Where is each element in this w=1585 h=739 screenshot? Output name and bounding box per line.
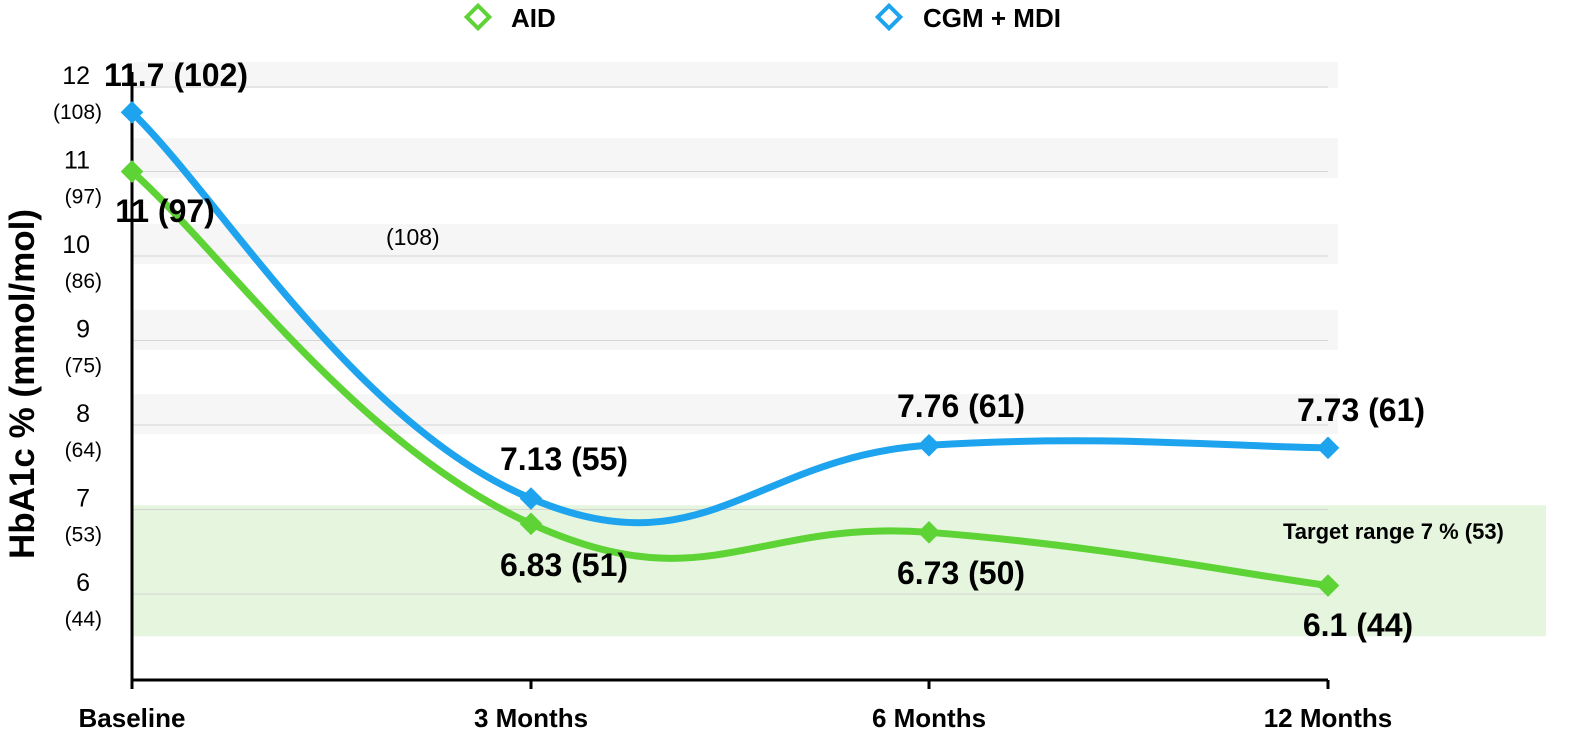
series-line-cgm-mdi xyxy=(128,108,1332,527)
y-tick-sublabel: (64) xyxy=(65,439,102,462)
x-tick-label-6-months: 6 Months xyxy=(872,703,986,733)
x-tick-label-3-months: 3 Months xyxy=(474,703,588,733)
y-tick-label: 7 xyxy=(76,485,90,513)
stray-annotation: (108) xyxy=(386,224,440,250)
legend-label-cgm-mdi: CGM + MDI xyxy=(923,3,1061,33)
y-tick-label: 10 xyxy=(62,231,90,259)
y-tick-label: 9 xyxy=(76,316,90,344)
y-tick-label: 6 xyxy=(76,569,90,597)
bg-stripe xyxy=(132,224,1338,264)
y-tick-sublabel: (108) xyxy=(53,101,102,124)
plot-background xyxy=(132,62,1338,434)
target-band-rect xyxy=(132,505,1546,637)
y-tick-sublabel: (97) xyxy=(65,186,102,209)
legend-marker-aid xyxy=(463,2,493,32)
y-tick-label: 8 xyxy=(76,400,90,428)
data-label-cgm-mdi-3-months: 7.13 (55) xyxy=(500,441,628,477)
y-tick-sublabel: (44) xyxy=(65,608,102,631)
point-cgm-mdi-baseline xyxy=(120,101,144,124)
legend: AID CGM + MDI xyxy=(463,2,1061,33)
point-aid-12-months xyxy=(1316,574,1340,597)
legend-marker-cgm-mdi xyxy=(874,2,904,32)
y-tick-label: 12 xyxy=(62,62,90,90)
target-range-label: Target range 7 % (53) xyxy=(1283,519,1504,544)
data-label-cgm-mdi-baseline: 11.7 (102) xyxy=(104,57,248,93)
series-line-aid xyxy=(128,168,1332,590)
data-label-aid-3-months: 6.83 (51) xyxy=(500,547,628,583)
point-aid-6-months xyxy=(917,521,941,544)
data-label-cgm-mdi-6-months: 7.76 (61) xyxy=(897,388,1025,424)
data-label-aid-12-months: 6.1 (44) xyxy=(1303,607,1413,643)
data-label-aid-6-months: 6.73 (50) xyxy=(897,555,1025,591)
point-cgm-mdi-12-months xyxy=(1316,436,1340,460)
y-tick-labels: 12 (108) 11 (97) 10 (86) 9 (75) 8 (64) 7 (53) 6 (44) xyxy=(53,62,102,631)
y-axis-title: HbA1c % (mmol/mol) xyxy=(3,209,42,559)
data-label-cgm-mdi-12-months: 7.73 (61) xyxy=(1297,392,1425,428)
data-label-aid-baseline: 11 (97) xyxy=(115,193,215,229)
y-tick-sublabel: (53) xyxy=(65,524,102,547)
y-tick-sublabel: (86) xyxy=(65,270,102,293)
point-aid-3-months xyxy=(519,512,543,536)
y-tick-sublabel: (75) xyxy=(65,355,102,378)
point-cgm-mdi-3-months xyxy=(519,487,543,510)
grid-lines xyxy=(132,86,1328,595)
bg-stripe xyxy=(132,394,1338,434)
x-tick-labels: Baseline 3 Months 6 Months 12 Months xyxy=(79,703,1393,733)
series-lines xyxy=(128,108,1332,590)
series-markers xyxy=(120,101,1340,597)
x-tick-label-12-months: 12 Months xyxy=(1264,703,1393,733)
target-range-band xyxy=(132,505,1546,637)
point-cgm-mdi-6-months xyxy=(917,433,941,457)
x-tick-label-baseline: Baseline xyxy=(79,703,186,733)
legend-label-aid: AID xyxy=(511,3,556,33)
data-labels: 11 (97) 6.83 (51) 6.73 (50) 6.1 (44) 11.7 (1… xyxy=(104,57,1425,643)
bg-stripe xyxy=(132,62,1338,88)
y-tick-label: 11 xyxy=(64,147,90,175)
